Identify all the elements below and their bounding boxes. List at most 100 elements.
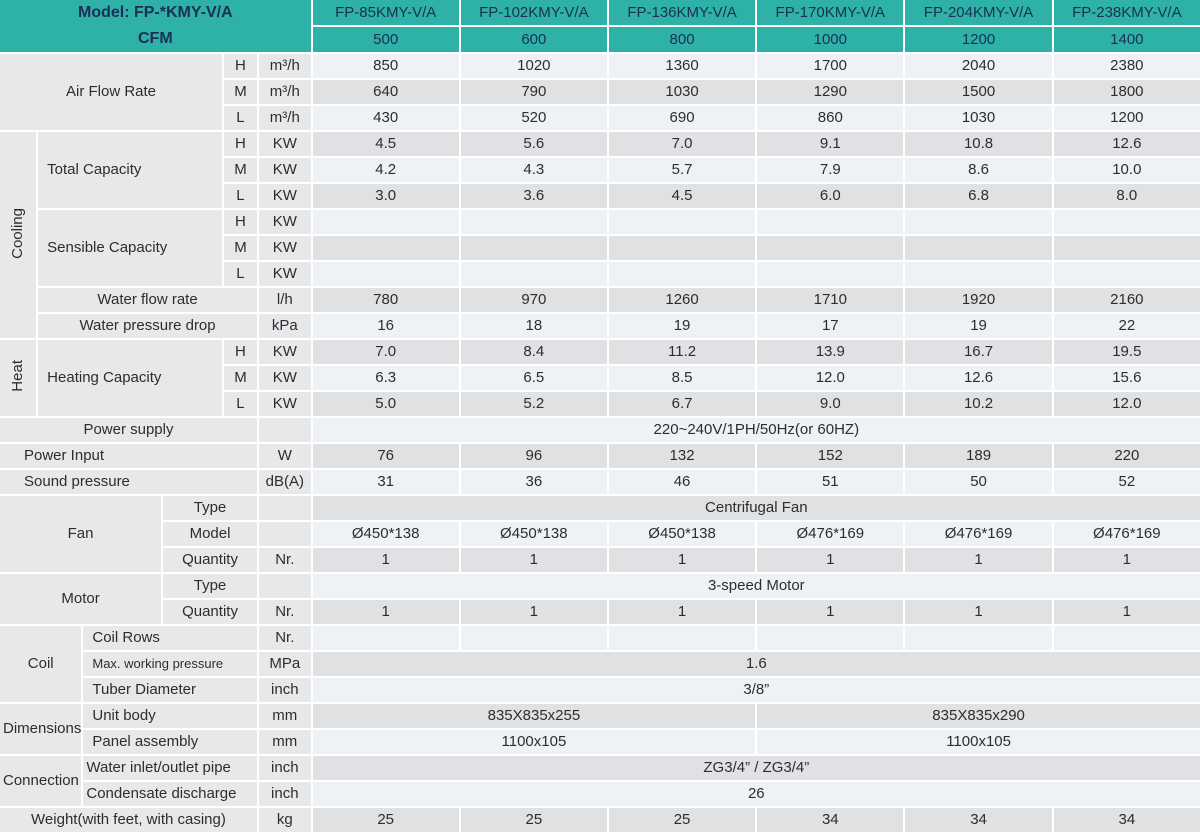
value-cell: 19 <box>608 314 756 338</box>
empty-cell <box>905 626 1052 650</box>
row-label-motor-quantity: Quantity <box>163 600 257 624</box>
row-label-fan-model: Model <box>163 522 257 546</box>
value-cell: 6.8 <box>905 184 1052 208</box>
row-power-input: Power Input W 76 96 132 152 189 220 <box>0 444 1200 468</box>
row-heat-h: Heat Heating Capacity H KW 7.0 8.4 11.2 … <box>0 340 1200 416</box>
empty-cell <box>905 210 1052 234</box>
row-cool-sensible-l: L KW <box>0 262 1200 286</box>
value-cell-span: 1100x105 <box>757 730 1200 754</box>
empty-cell <box>460 210 607 234</box>
row-unit-body: Dimensions Unit body mm 835X835x255 835X… <box>0 704 1200 754</box>
speed-label: L <box>224 184 257 208</box>
row-water-pipe: Connection Water inlet/outlet pipe inch … <box>0 756 1200 806</box>
empty-cell <box>608 236 756 260</box>
speed-label: L <box>224 262 257 286</box>
value-cell: 12.6 <box>1053 132 1200 156</box>
value-cell: 7.0 <box>608 132 756 156</box>
row-label-unit-body: Unit body <box>83 704 257 728</box>
unit-cell: KW <box>258 366 311 390</box>
row-label-fan-type: Type <box>163 496 257 520</box>
value-cell: 13.9 <box>757 340 904 364</box>
value-cell: 1 <box>905 548 1052 572</box>
col-header-model: FP-85KMY-V/A <box>312 0 459 25</box>
row-max-pressure: Max. working pressure MPa 1.6 <box>0 652 1200 676</box>
empty-cell <box>608 262 756 286</box>
empty-cell <box>312 210 459 234</box>
value-cell: 7.0 <box>312 340 459 364</box>
row-motor-type: Motor Type 3-speed Motor <box>0 574 1200 624</box>
unit-cell <box>258 496 311 520</box>
value-cell: 8.5 <box>608 366 756 390</box>
value-cell: 16.7 <box>905 340 1052 364</box>
speed-label: H <box>224 210 257 234</box>
row-label-motor-type: Type <box>163 574 257 598</box>
value-cell: 12.6 <box>905 366 1052 390</box>
value-cell: 1 <box>905 600 1052 624</box>
value-cell: 6.7 <box>608 392 756 416</box>
value-cell: 12.0 <box>1053 392 1200 416</box>
value-cell: 4.2 <box>312 158 459 182</box>
model-title: Model: FP-*KMY-V/A <box>77 3 233 21</box>
unit-cell: m³/h <box>258 80 311 104</box>
value-cell: 1020 <box>460 54 607 78</box>
value-cell: 1260 <box>608 288 756 312</box>
value-cell: 11.2 <box>608 340 756 364</box>
header-row-models: Model: FP-*KMY-V/A CFM FP-85KMY-V/A FP-1… <box>0 0 1200 52</box>
value-cell: 46 <box>608 470 756 494</box>
value-cell: 19.5 <box>1053 340 1200 364</box>
row-cool-sensible-h: Sensible Capacity H KW <box>0 210 1200 286</box>
row-label-tuber-diameter: Tuber Diameter <box>83 678 257 702</box>
value-cell: 10.8 <box>905 132 1052 156</box>
group-label-heat: Heat <box>0 340 37 416</box>
empty-cell <box>608 210 756 234</box>
value-cell: 6.3 <box>312 366 459 390</box>
empty-cell <box>1053 262 1200 286</box>
unit-cell: inch <box>258 782 311 806</box>
value-cell: 1 <box>460 600 607 624</box>
row-label-total-capacity: Total Capacity <box>38 132 222 208</box>
unit-cell: dB(A) <box>258 470 311 494</box>
value-cell-span: 835X835x290 <box>757 704 1200 728</box>
value-cell: 10.0 <box>1053 158 1200 182</box>
unit-cell: inch <box>258 678 311 702</box>
row-label-weight: Weight(with feet, with casing) <box>0 808 257 832</box>
value-cell-span: 220~240V/1PH/50Hz(or 60HZ) <box>312 418 1200 442</box>
value-cell: 10.2 <box>905 392 1052 416</box>
row-label-heating-capacity: Heating Capacity <box>38 340 222 416</box>
row-label-condensate: Condensate discharge <box>83 782 257 806</box>
unit-cell: l/h <box>258 288 311 312</box>
speed-label: M <box>224 80 257 104</box>
value-cell: 76 <box>312 444 459 468</box>
unit-cell <box>258 522 311 546</box>
value-cell: 790 <box>460 80 607 104</box>
value-cell: 8.6 <box>905 158 1052 182</box>
unit-cell: kPa <box>258 314 311 338</box>
value-cell: 52 <box>1053 470 1200 494</box>
value-cell: 1030 <box>905 106 1052 130</box>
value-cell: Ø450*138 <box>460 522 607 546</box>
value-cell: 9.0 <box>757 392 904 416</box>
unit-cell: m³/h <box>258 54 311 78</box>
speed-label: H <box>224 132 257 156</box>
empty-cell <box>757 626 904 650</box>
value-cell: 31 <box>312 470 459 494</box>
row-fan-type: Fan Type Centrifugal Fan <box>0 496 1200 572</box>
value-cell: 1 <box>312 548 459 572</box>
speed-label: M <box>224 158 257 182</box>
speed-label: H <box>224 340 257 364</box>
value-cell: 5.7 <box>608 158 756 182</box>
row-label-panel-assembly: Panel assembly <box>83 730 257 754</box>
row-cool-total-h: Cooling Total Capacity H KW 4.5 5.6 7.0 … <box>0 132 1200 338</box>
group-label-coil: Coil <box>0 626 82 702</box>
unit-cell: KW <box>258 262 311 286</box>
row-label-sound-pressure: Sound pressure <box>0 470 257 494</box>
header-row-cfm: 500 600 800 1000 1200 1400 <box>0 27 1200 52</box>
empty-cell <box>757 210 904 234</box>
row-label-water-pipe: Water inlet/outlet pipe <box>83 756 257 780</box>
value-cell: 430 <box>312 106 459 130</box>
value-cell: 1 <box>460 548 607 572</box>
empty-cell <box>460 262 607 286</box>
value-cell: Ø476*169 <box>905 522 1052 546</box>
unit-cell: Nr. <box>258 626 311 650</box>
value-cell-span: 3-speed Motor <box>312 574 1200 598</box>
